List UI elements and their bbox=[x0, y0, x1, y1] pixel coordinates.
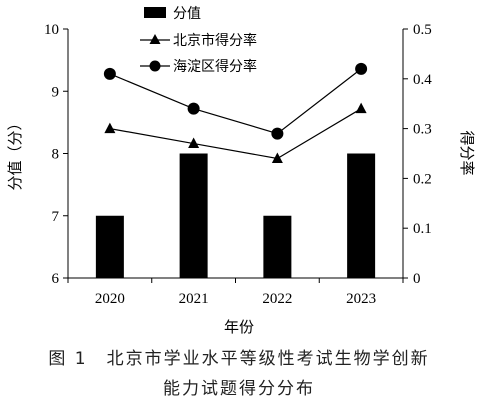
bar-2020 bbox=[95, 215, 124, 278]
figure-caption-line-2: 能力试题得分分布 bbox=[163, 379, 315, 399]
left-tick-label: 7 bbox=[52, 209, 60, 225]
circle-point-2020 bbox=[103, 67, 116, 80]
line-series-2 bbox=[109, 68, 362, 135]
triangle-point-2023 bbox=[355, 102, 367, 114]
left-tick-label: 6 bbox=[52, 271, 60, 287]
left-tick-label: 9 bbox=[52, 84, 60, 100]
right-tick-label: 0.3 bbox=[413, 122, 432, 138]
figure-caption-line-1: 图 1 北京市学业水平等级性考试生物学创新 bbox=[48, 349, 430, 369]
right-tick-label: 0.4 bbox=[413, 72, 432, 88]
triangle-point-2022 bbox=[271, 152, 283, 163]
x-tick-label: 2022 bbox=[262, 291, 292, 307]
circle-point-2023 bbox=[355, 62, 368, 75]
circle-point-2021 bbox=[187, 102, 200, 115]
lines-layer bbox=[103, 62, 368, 163]
legend-label: 分值 bbox=[173, 6, 201, 22]
left-y-axis-label: 分值（分） bbox=[6, 115, 24, 190]
right-tick-label: 0 bbox=[413, 271, 421, 287]
bar-2023 bbox=[347, 153, 376, 278]
circle-point-2022 bbox=[271, 127, 284, 140]
x-tick-label: 2023 bbox=[346, 291, 376, 307]
bar-2022 bbox=[263, 215, 292, 278]
left-tick-label: 10 bbox=[44, 22, 59, 38]
triangle-point-2020 bbox=[104, 122, 116, 134]
x-tick-label: 2021 bbox=[179, 291, 209, 307]
legend-label: 海淀区得分率 bbox=[173, 58, 257, 75]
right-y-axis-label: 得分率 bbox=[458, 130, 476, 175]
right-tick-label: 0.1 bbox=[413, 221, 432, 237]
legend-triangle-marker bbox=[149, 34, 161, 44]
left-tick-label: 8 bbox=[52, 147, 60, 163]
bars-layer bbox=[95, 153, 376, 278]
right-tick-label: 0.5 bbox=[413, 22, 432, 38]
x-tick-label: 2020 bbox=[95, 291, 125, 307]
legend-label: 北京市得分率 bbox=[173, 32, 257, 49]
legend-circle-marker bbox=[149, 60, 161, 72]
ticks-layer: 6 7 8 9 10 0 0.1 0.2 0.3 0.4 0.5 2020 2021 2022 2023 bbox=[44, 22, 432, 307]
x-axis-label: 年份 bbox=[224, 318, 254, 336]
legend-bar-swatch bbox=[144, 7, 166, 18]
chart: 6 7 8 9 10 0 0.1 0.2 0.3 0.4 0.5 2020 2021 2022 2023 分… bbox=[6, 6, 476, 336]
line-series-1 bbox=[109, 108, 362, 160]
right-tick-label: 0.2 bbox=[413, 171, 432, 187]
bar-2021 bbox=[179, 153, 208, 278]
triangle-point-2021 bbox=[188, 137, 200, 149]
